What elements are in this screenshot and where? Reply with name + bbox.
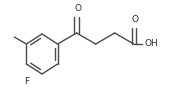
Text: O: O bbox=[131, 15, 138, 24]
Text: F: F bbox=[24, 77, 30, 86]
Text: O: O bbox=[74, 4, 81, 13]
Text: OH: OH bbox=[145, 40, 159, 49]
